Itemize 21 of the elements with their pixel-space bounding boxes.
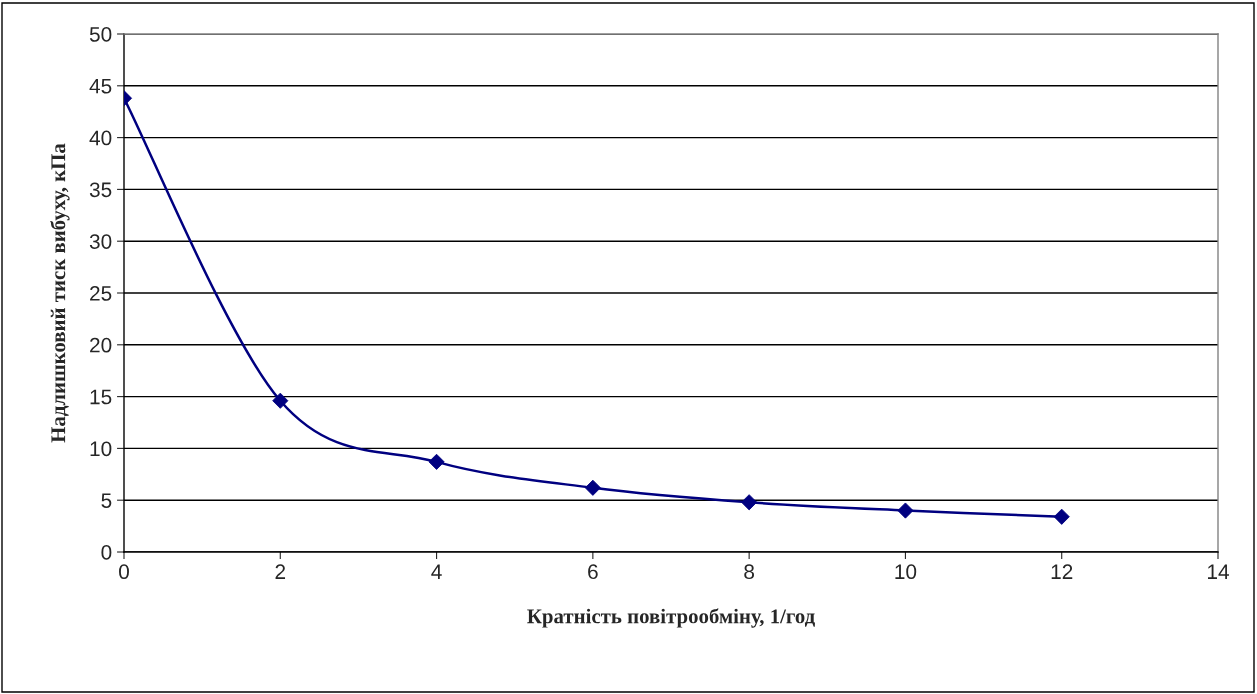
y-tick-label: 35 (89, 182, 112, 198)
y-tick-label: 30 (89, 234, 112, 249)
x-tick-label: 4 (431, 564, 442, 579)
x-axis-title: Кратність повітрообміну, 1/год (527, 608, 815, 628)
y-tick-label: 0 (101, 545, 112, 560)
x-tick-label: 0 (119, 564, 129, 580)
y-tick-label: 45 (89, 79, 112, 94)
x-tick-label: 2 (275, 564, 286, 579)
y-tick-label: 25 (90, 286, 112, 301)
x-tick-label: 12 (1051, 564, 1073, 579)
x-tick-label: 10 (895, 564, 917, 580)
y-tick-label: 5 (101, 493, 112, 508)
y-tick-label: 40 (89, 130, 112, 146)
y-axis-title: Надлишковий тиск вибуху, кПа (50, 143, 70, 443)
x-tick-label: 8 (744, 564, 755, 580)
y-tick-label: 10 (90, 441, 112, 457)
y-tick-label: 50 (89, 27, 112, 42)
y-tick-label: 20 (90, 337, 112, 353)
y-tick-label: 15 (90, 389, 112, 405)
x-tick-label: 6 (588, 564, 598, 580)
x-tick-label: 14 (1208, 564, 1229, 579)
